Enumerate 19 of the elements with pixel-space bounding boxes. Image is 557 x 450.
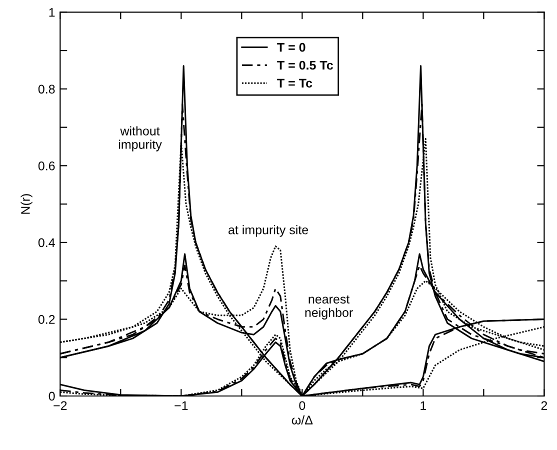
y-tick-label: 1	[49, 8, 55, 17]
x-tick-label: −1	[174, 401, 188, 410]
y-tick-label: 0	[48, 392, 55, 401]
y-tick-label: 0.8	[38, 84, 55, 94]
legend-label: T = 0.5 Tc	[277, 60, 333, 70]
x-tick-label: 2	[541, 401, 548, 410]
y-axis-title: N(r)	[20, 194, 32, 214]
y-tick-label: 0.6	[38, 161, 55, 170]
legend-label: T = 0	[277, 42, 306, 52]
x-tick-label: 0	[299, 401, 306, 410]
x-axis-title: ω/Δ	[292, 415, 313, 424]
annotation: nearest neighbor	[305, 295, 353, 320]
legend-label: T = Tc	[277, 78, 312, 88]
annotation: at impurity site	[228, 225, 308, 237]
x-tick-label: 1	[420, 401, 426, 410]
y-tick-label: 0.4	[38, 238, 55, 248]
x-tick-label: −2	[54, 401, 67, 410]
annotation: without impurity	[118, 126, 162, 152]
y-tick-label: 0.2	[38, 315, 55, 324]
